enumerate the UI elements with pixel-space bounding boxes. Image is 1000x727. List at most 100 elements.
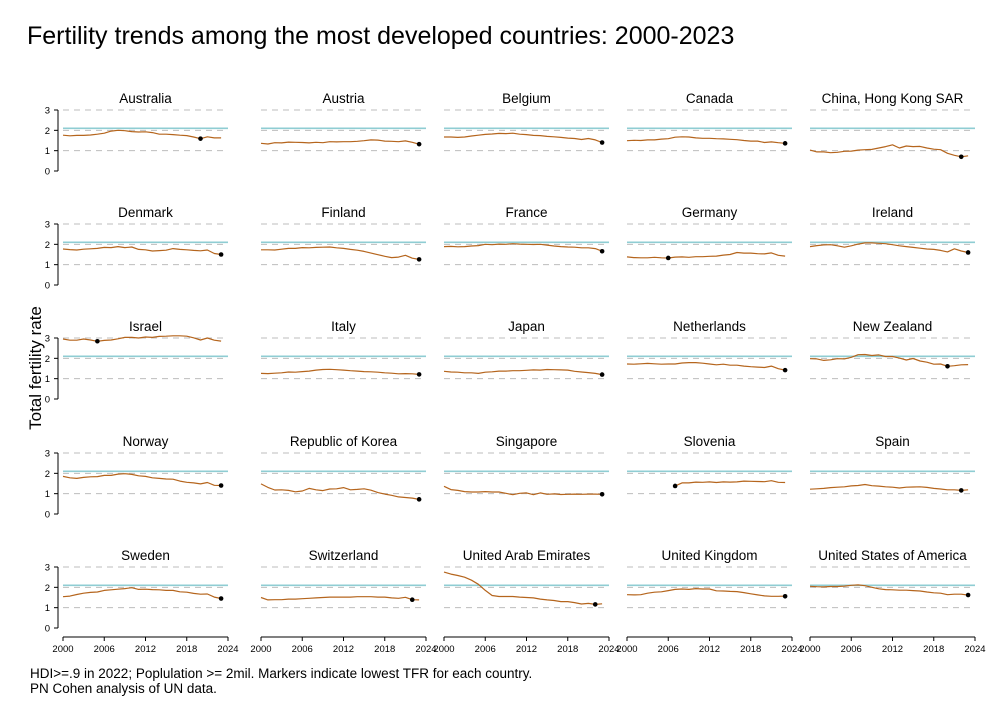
series-line <box>626 588 786 597</box>
min-marker <box>782 593 788 599</box>
panel-finland: Finland <box>261 205 426 266</box>
series-line <box>443 243 603 252</box>
panel-united-kingdom: United Kingdom 2000 2006 2012 2018 2024 <box>616 548 802 655</box>
series-line <box>62 129 222 140</box>
y-tick-label: 0 <box>45 510 50 521</box>
panel-title: Italy <box>331 319 356 334</box>
panel-title: Slovenia <box>684 434 736 449</box>
panel-ireland: Ireland <box>809 205 975 266</box>
panel-sweden: Sweden 0 1 2 3 2000 2006 2012 2018 2024 <box>45 548 239 655</box>
series-line <box>626 251 786 259</box>
y-tick-label: 1 <box>45 146 50 157</box>
panel-title: Singapore <box>496 434 558 449</box>
min-marker <box>599 140 605 145</box>
x-tick-label: 2018 <box>740 644 761 655</box>
panel-new-zealand: New Zealand <box>809 319 975 380</box>
panel-title: Canada <box>686 91 734 106</box>
caption-line-2: PN Cohen analysis of UN data. <box>30 681 217 696</box>
series-line <box>62 335 222 342</box>
series-line <box>809 242 969 254</box>
x-tick-label: 2012 <box>699 644 720 655</box>
panel-australia: Australia 0 1 2 3 <box>45 91 228 178</box>
y-tick-label: 3 <box>45 563 50 574</box>
series-line <box>260 139 420 145</box>
panel-israel: Israel 0 1 2 3 <box>45 319 228 406</box>
min-marker <box>592 602 598 607</box>
y-tick-label: 1 <box>45 603 50 614</box>
series-line <box>674 480 786 487</box>
min-marker <box>599 372 605 377</box>
panel-united-states-of-america: United States of America 2000 2006 2012 2018… <box>799 548 985 655</box>
panel-title: Republic of Korea <box>290 434 398 449</box>
y-tick-label: 2 <box>45 240 50 251</box>
x-tick-label: 2000 <box>250 644 271 655</box>
caption: HDI>=.9 in 2022; Poplulation >= 2mil. Ma… <box>30 666 532 696</box>
y-tick-label: 0 <box>45 395 50 406</box>
panel-title: Austria <box>322 91 365 106</box>
panel-title: Norway <box>123 434 169 449</box>
panel-title: Spain <box>875 434 910 449</box>
series-line <box>260 596 420 601</box>
series-line <box>809 144 969 158</box>
panel-france: France <box>443 205 609 266</box>
min-marker <box>665 255 671 261</box>
x-tick-label: 2000 <box>52 644 73 655</box>
min-marker <box>416 257 422 262</box>
x-tick-label: 2012 <box>135 644 156 655</box>
x-tick-label: 2024 <box>415 644 436 655</box>
y-tick-label: 1 <box>45 489 50 500</box>
panel-title: United States of America <box>818 548 967 563</box>
y-tick-label: 3 <box>45 106 50 117</box>
y-tick-label: 1 <box>45 260 50 271</box>
series-line <box>626 136 786 144</box>
min-marker <box>218 483 224 488</box>
min-marker <box>958 488 964 493</box>
min-marker <box>416 372 422 377</box>
panel-netherlands: Netherlands <box>626 319 792 380</box>
y-tick-label: 0 <box>45 281 50 292</box>
series-line <box>809 584 969 596</box>
panel-norway: Norway 0 1 2 3 <box>45 434 228 521</box>
y-tick-label: 0 <box>45 624 50 635</box>
panel-title: Germany <box>682 205 738 220</box>
x-tick-label: 2018 <box>374 644 395 655</box>
x-tick-label: 2006 <box>658 644 679 655</box>
y-tick-label: 3 <box>45 220 50 231</box>
panel-denmark: Denmark 0 1 2 3 <box>45 205 228 292</box>
series-line <box>260 368 420 375</box>
series-line <box>809 353 969 367</box>
x-tick-label: 2006 <box>292 644 313 655</box>
panel-singapore: Singapore <box>443 434 609 497</box>
x-tick-label: 2018 <box>923 644 944 655</box>
series-line <box>260 483 420 500</box>
y-tick-label: 1 <box>45 374 50 385</box>
panel-belgium: Belgium <box>444 91 609 152</box>
panel-united-arab-emirates: United Arab Emirates 2000 2006 2012 2018 2024 <box>433 548 619 655</box>
panel-title: Australia <box>119 91 172 106</box>
min-marker <box>416 141 422 147</box>
x-tick-label: 2012 <box>333 644 354 655</box>
x-tick-label: 2000 <box>433 644 454 655</box>
panel-spain: Spain <box>809 434 975 495</box>
x-tick-label: 2024 <box>598 644 619 655</box>
panel-slovenia: Slovenia <box>627 434 792 495</box>
y-tick-label: 2 <box>45 126 50 137</box>
caption-line-1: HDI>=.9 in 2022; Poplulation >= 2mil. Ma… <box>30 666 533 681</box>
panel-austria: Austria <box>260 91 426 152</box>
series-line <box>443 485 603 496</box>
panel-title: Sweden <box>121 548 170 563</box>
x-tick-label: 2018 <box>176 644 197 655</box>
min-marker <box>782 367 788 373</box>
panel-title: United Arab Emirates <box>463 548 591 563</box>
panel-title: France <box>505 205 547 220</box>
min-marker <box>782 141 788 146</box>
x-tick-label: 2012 <box>882 644 903 655</box>
x-tick-label: 2024 <box>217 644 238 655</box>
panel-title: Netherlands <box>673 319 746 334</box>
series-line <box>626 362 786 371</box>
min-marker <box>599 248 605 254</box>
panel-title: Ireland <box>872 205 913 220</box>
series-line <box>443 571 603 605</box>
x-tick-label: 2006 <box>841 644 862 655</box>
